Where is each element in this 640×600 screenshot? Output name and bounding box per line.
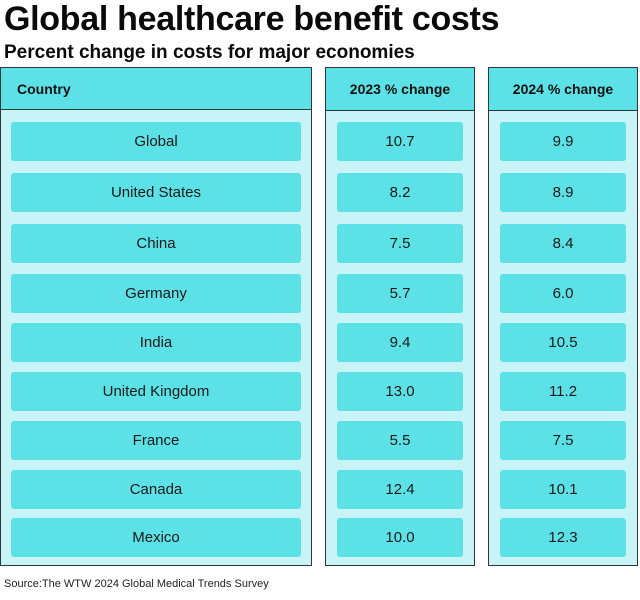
country-cell: China	[11, 224, 301, 263]
change-2023-cell: 9.4	[337, 323, 463, 362]
change-2024-cell: 7.5	[500, 421, 626, 460]
country-cell: Germany	[11, 274, 301, 313]
change-2023-cell: 10.7	[337, 122, 463, 161]
country-cell: Canada	[11, 470, 301, 509]
country-cell: India	[11, 323, 301, 362]
chart-title: Global healthcare benefit costs	[4, 0, 500, 38]
change-2024-cell: 11.2	[500, 372, 626, 411]
change-2023-cell: 10.0	[337, 518, 463, 557]
change-2024-cell: 8.4	[500, 224, 626, 263]
change-2024-cell: 12.3	[500, 518, 626, 557]
change-2023-cell: 5.5	[337, 421, 463, 460]
change-2024-cell: 10.1	[500, 470, 626, 509]
change-2023-cell: 7.5	[337, 224, 463, 263]
change-2023-column-header: 2023 % change	[326, 68, 474, 111]
country-column: Country Global United States China Germany I…	[0, 67, 312, 566]
country-cell: United States	[11, 173, 301, 212]
change-2024-cell: 6.0	[500, 274, 626, 313]
source-note: Source:The WTW 2024 Global Medical Trend…	[4, 578, 269, 590]
change-2024-cell: 10.5	[500, 323, 626, 362]
change-2023-cell: 8.2	[337, 173, 463, 212]
change-2023-cell: 13.0	[337, 372, 463, 411]
change-2024-cell: 9.9	[500, 122, 626, 161]
change-2024-column-header: 2024 % change	[489, 68, 637, 111]
country-cell: France	[11, 421, 301, 460]
country-column-header: Country	[1, 68, 311, 110]
change-2024-column: 2024 % change 9.9 8.9 8.4 6.0 10.5 11.2 7.5 10.…	[488, 67, 638, 566]
country-cell: Mexico	[11, 518, 301, 557]
change-2024-cell: 8.9	[500, 173, 626, 212]
change-2023-column: 2023 % change 10.7 8.2 7.5 5.7 9.4 13.0 5.5 12.…	[325, 67, 475, 566]
chart-subtitle: Percent change in costs for major econom…	[4, 42, 415, 63]
change-2023-cell: 5.7	[337, 274, 463, 313]
country-cell: Global	[11, 122, 301, 161]
country-cell: United Kingdom	[11, 372, 301, 411]
change-2023-cell: 12.4	[337, 470, 463, 509]
